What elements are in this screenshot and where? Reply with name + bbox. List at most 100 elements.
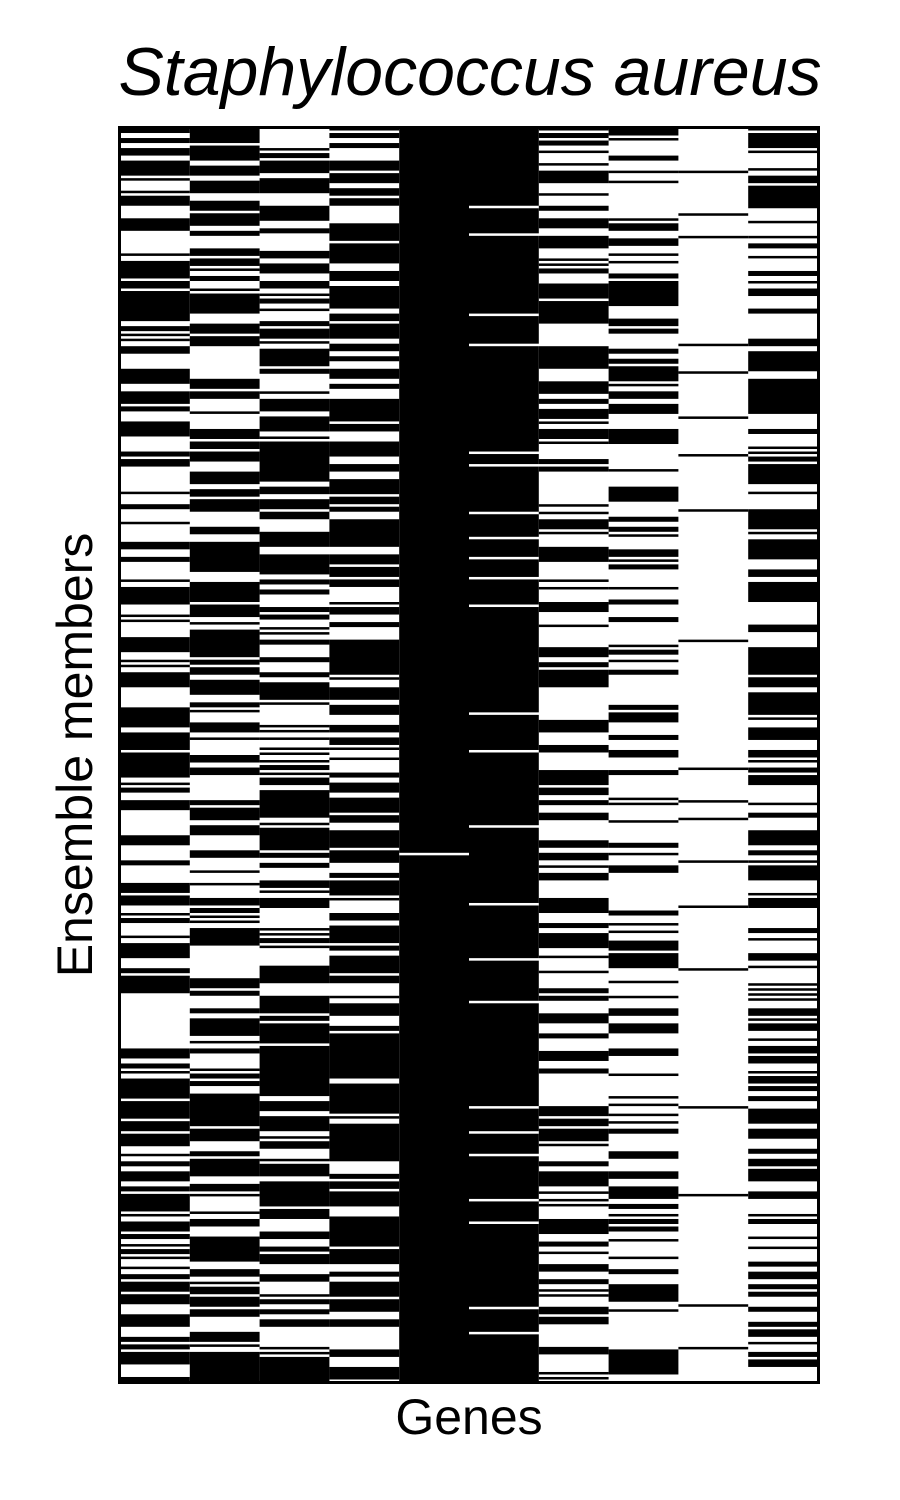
heatmap-cell-run-col-9 xyxy=(678,235,749,239)
heatmap-cell-run-col-10 xyxy=(748,255,818,259)
heatmap-cell-run-col-3 xyxy=(259,760,330,763)
heatmap-cell-run-col-3 xyxy=(259,1136,330,1139)
heatmap-cell-run-col-1 xyxy=(120,178,190,181)
heatmap-cell-run-col-4 xyxy=(329,554,400,565)
heatmap-cell-run-col-10 xyxy=(748,1055,818,1064)
heatmap-cell-run-col-4 xyxy=(329,1116,400,1119)
heatmap-cell-run-col-6 xyxy=(469,1108,539,1132)
heatmap-cell-run-col-10 xyxy=(748,1246,818,1250)
heatmap-cell-run-col-3 xyxy=(259,153,330,159)
heatmap-cell-run-col-6 xyxy=(469,128,539,206)
heatmap-cell-run-col-3 xyxy=(259,724,330,728)
heatmap-cell-run-col-1 xyxy=(120,1249,190,1255)
heatmap-cell-run-col-10 xyxy=(748,1071,818,1074)
heatmap-cell-run-col-2 xyxy=(189,581,260,603)
heatmap-cell-run-col-10 xyxy=(748,175,818,184)
heatmap-cell-run-col-3 xyxy=(259,639,330,645)
heatmap-cell-run-col-10 xyxy=(748,168,818,171)
heatmap-cell-run-col-2 xyxy=(189,258,260,266)
heatmap-cell-run-col-4 xyxy=(329,506,400,512)
heatmap-cell-run-col-4 xyxy=(329,995,400,999)
heatmap-cell-run-col-10 xyxy=(748,1168,818,1182)
heatmap-cell-run-col-2 xyxy=(189,1128,260,1142)
heatmap-cell-run-col-10 xyxy=(748,647,818,675)
heatmap-cell-run-col-6 xyxy=(469,1156,539,1199)
heatmap-cell-run-col-6 xyxy=(469,346,539,452)
heatmap-cell-run-col-4 xyxy=(329,1191,400,1207)
heatmap-cell-run-col-8 xyxy=(608,318,679,327)
heatmap-cell-run-col-3 xyxy=(259,178,330,194)
heatmap-cell-run-col-1 xyxy=(120,835,190,846)
heatmap-cell-run-col-4 xyxy=(329,423,400,432)
heatmap-cell-run-col-10 xyxy=(748,1291,818,1297)
heatmap-cell-run-col-3 xyxy=(259,790,330,818)
heatmap-cell-run-col-10 xyxy=(748,993,818,996)
heatmap-cell-run-col-3 xyxy=(259,765,330,771)
heatmap-cell-run-col-4 xyxy=(329,286,400,309)
heatmap-cell-run-col-7 xyxy=(538,988,609,994)
heatmap-cell-run-col-8 xyxy=(608,953,679,969)
heatmap-cell-run-col-2 xyxy=(189,268,260,271)
heatmap-cells xyxy=(120,128,818,1382)
heatmap-cell-run-col-7 xyxy=(538,1013,609,1024)
heatmap-cell-run-col-2 xyxy=(189,1236,260,1262)
heatmap-cell-run-col-2 xyxy=(189,659,260,665)
heatmap-cell-run-col-1 xyxy=(120,1186,190,1192)
heatmap-cell-run-col-2 xyxy=(189,378,260,389)
heatmap-cell-run-col-3 xyxy=(259,441,330,482)
heatmap-cell-run-col-4 xyxy=(329,897,400,901)
heatmap-cell-run-col-2 xyxy=(189,702,260,708)
heatmap-cell-run-col-3 xyxy=(259,945,330,949)
heatmap-cell-run-col-1 xyxy=(120,491,190,495)
heatmap-cell-run-col-2 xyxy=(189,622,260,625)
heatmap-cell-run-col-6 xyxy=(469,752,539,826)
heatmap-cell-run-col-10 xyxy=(748,760,818,763)
heatmap-cell-run-col-10 xyxy=(748,1148,818,1154)
heatmap-cell-run-col-1 xyxy=(120,556,190,562)
heatmap-cell-run-col-6 xyxy=(469,454,539,465)
heatmap-cell-run-col-4 xyxy=(329,677,400,680)
heatmap-cell-run-col-4 xyxy=(329,1281,400,1297)
heatmap-cell-run-col-10 xyxy=(748,220,818,224)
heatmap-cell-run-col-2 xyxy=(189,441,260,450)
heatmap-cell-run-col-2 xyxy=(189,1218,260,1227)
heatmap-cell-run-col-3 xyxy=(259,298,330,304)
heatmap-cell-run-col-10 xyxy=(748,717,818,720)
heatmap-cell-run-col-1 xyxy=(120,975,190,994)
heatmap-cell-run-col-1 xyxy=(120,391,190,404)
heatmap-cell-run-col-9 xyxy=(678,639,749,643)
heatmap-cell-run-col-3 xyxy=(259,928,330,931)
heatmap-cell-run-col-9 xyxy=(678,860,749,863)
heatmap-cell-run-col-3 xyxy=(259,737,330,740)
heatmap-cell-run-col-8 xyxy=(608,1203,679,1209)
heatmap-cell-run-col-1 xyxy=(120,918,190,924)
heatmap-cell-run-col-10 xyxy=(748,892,818,896)
heatmap-cell-run-col-2 xyxy=(189,1008,260,1014)
heatmap-cell-run-col-8 xyxy=(608,469,679,472)
heatmap-cell-run-col-7 xyxy=(538,812,609,821)
heatmap-cell-run-col-4 xyxy=(329,607,400,615)
heatmap-cell-run-col-7 xyxy=(538,421,609,424)
heatmap-cell-run-col-4 xyxy=(329,479,400,495)
heatmap-cell-run-col-1 xyxy=(120,326,190,332)
heatmap-cell-run-col-10 xyxy=(748,1038,818,1041)
heatmap-cell-run-col-2 xyxy=(189,1211,260,1214)
heatmap-cell-run-col-1 xyxy=(120,619,190,623)
heatmap-cell-run-col-10 xyxy=(748,150,818,154)
heatmap-cell-run-col-3 xyxy=(259,822,330,826)
heatmap-cell-run-col-7 xyxy=(538,441,609,445)
heatmap-cell-run-col-1 xyxy=(120,1266,190,1270)
heatmap-cell-run-col-2 xyxy=(189,870,260,873)
heatmap-cell-run-col-7 xyxy=(538,381,609,394)
heatmap-cell-run-col-1 xyxy=(120,346,190,354)
heatmap-cell-run-col-10 xyxy=(748,767,818,773)
heatmap-cell-run-col-4 xyxy=(329,441,400,457)
heatmap-cell-run-col-3 xyxy=(259,368,330,374)
heatmap-cell-run-col-1 xyxy=(120,1161,190,1167)
heatmap-cell-run-col-8 xyxy=(608,910,679,916)
heatmap-cell-run-col-10 xyxy=(748,1284,818,1290)
heatmap-cell-run-col-8 xyxy=(608,820,679,823)
heatmap-cell-run-col-7 xyxy=(538,268,609,274)
heatmap-cell-run-col-3 xyxy=(259,702,330,705)
heatmap-cell-run-col-10 xyxy=(748,1045,818,1054)
